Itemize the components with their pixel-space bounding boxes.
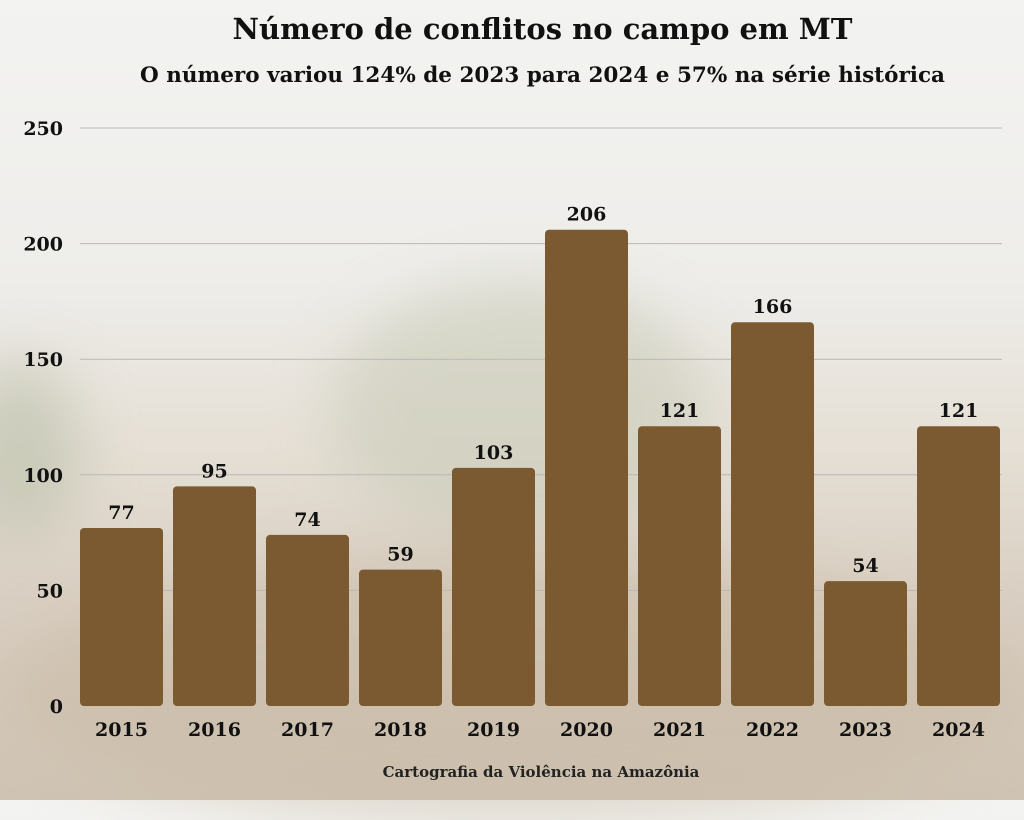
x-tick-label: 2015 — [95, 719, 148, 741]
chart-title: Número de conflitos no campo em MT — [232, 12, 853, 46]
y-tick-label: 150 — [23, 349, 63, 371]
data-label: 77 — [108, 502, 134, 524]
bar-2016 — [173, 486, 256, 706]
y-tick-label: 0 — [50, 696, 63, 718]
y-tick-label: 100 — [23, 465, 63, 487]
y-tick-label: 250 — [23, 118, 63, 140]
x-tick-label: 2019 — [467, 719, 520, 741]
data-label: 103 — [474, 442, 514, 464]
bar-2019 — [452, 467, 535, 706]
bar-chart: 0 50 100 150 200 250 77 2015 95 2016 74 2017 59 2018 1… — [23, 118, 1002, 741]
bar-2021 — [638, 426, 721, 706]
bar-2017 — [266, 534, 349, 706]
x-tick-label: 2023 — [839, 719, 892, 741]
data-label: 121 — [939, 400, 979, 422]
data-label: 74 — [294, 509, 320, 531]
bar-2024 — [917, 426, 1000, 706]
x-tick-label: 2018 — [374, 719, 427, 741]
data-label: 54 — [852, 555, 878, 577]
y-tick-label: 200 — [23, 234, 63, 256]
data-label: 95 — [201, 460, 227, 482]
x-tick-label: 2024 — [932, 719, 985, 741]
bar-2023 — [824, 581, 907, 706]
chart-source: Cartografia da Violência na Amazônia — [382, 763, 700, 781]
x-tick-label: 2016 — [188, 719, 241, 741]
x-tick-label: 2022 — [746, 719, 799, 741]
data-label: 206 — [567, 204, 607, 226]
x-tick-label: 2017 — [281, 719, 334, 741]
data-label: 166 — [753, 296, 793, 318]
bar-2015 — [80, 527, 163, 706]
bar-2020 — [545, 229, 628, 706]
chart-subtitle: O número variou 124% de 2023 para 2024 e… — [140, 63, 945, 88]
y-tick-label: 50 — [37, 580, 63, 602]
bar-2022 — [731, 322, 814, 706]
data-label: 59 — [387, 544, 413, 566]
x-tick-label: 2021 — [653, 719, 706, 741]
x-tick-label: 2020 — [560, 719, 613, 741]
data-label: 121 — [660, 400, 700, 422]
bar-2018 — [359, 569, 442, 706]
